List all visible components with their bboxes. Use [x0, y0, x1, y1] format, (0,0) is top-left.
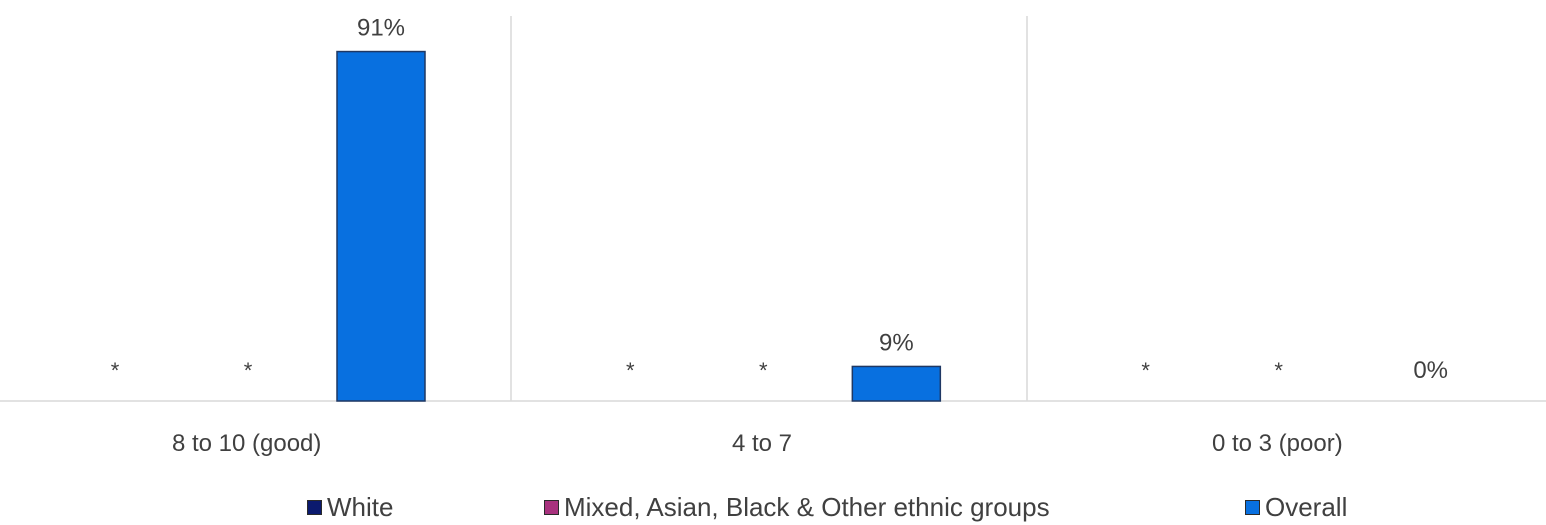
legend-swatch	[307, 499, 322, 515]
legend-item: White	[307, 492, 393, 523]
data-label: *	[626, 358, 635, 383]
legend-label: Overall	[1265, 491, 1348, 522]
data-label: *	[759, 358, 768, 383]
data-label: 9%	[879, 329, 914, 356]
x-tick-label: 4 to 7	[732, 430, 792, 457]
legend-item: Overall	[1245, 492, 1347, 523]
x-tick-label: 0 to 3 (poor)	[1212, 430, 1343, 457]
legend-swatch	[1245, 499, 1260, 515]
bar	[336, 50, 426, 402]
data-label: 91%	[357, 15, 405, 42]
bar	[851, 365, 942, 402]
legend: White Mixed, Asian, Black & Other ethnic …	[0, 490, 1546, 524]
data-label: *	[1274, 358, 1283, 383]
legend-swatch	[544, 499, 559, 515]
chart: * * 91% 8 to 10 (good) * * 9% 4 to 7 * * 0% 0 to 3 …	[0, 15, 1546, 457]
x-tick-label: 8 to 10 (good)	[172, 430, 321, 457]
data-label: 0%	[1413, 357, 1448, 384]
legend-item: Mixed, Asian, Black & Other ethnic group…	[544, 492, 1050, 523]
legend-label: Mixed, Asian, Black & Other ethnic group…	[564, 491, 1050, 522]
data-label: *	[1141, 358, 1150, 383]
legend-label: White	[327, 491, 394, 522]
data-label: *	[111, 358, 120, 383]
data-label: *	[244, 358, 253, 383]
